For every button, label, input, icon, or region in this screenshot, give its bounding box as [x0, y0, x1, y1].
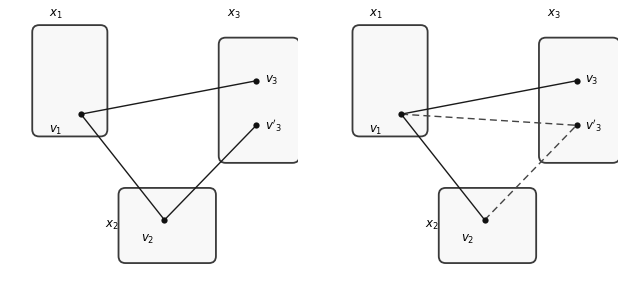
Text: $x_{1}$: $x_{1}$ [369, 7, 383, 20]
Text: $v_2$: $v_2$ [141, 233, 154, 246]
FancyBboxPatch shape [219, 37, 299, 163]
Text: $x_{3}$: $x_{3}$ [227, 7, 241, 20]
Text: $v_1$: $v_1$ [369, 124, 383, 137]
Text: $x_{3}$: $x_{3}$ [547, 7, 561, 20]
Text: $v_3$: $v_3$ [265, 74, 278, 87]
Text: $v_3$: $v_3$ [585, 74, 598, 87]
Text: $x_{1}$: $x_{1}$ [49, 7, 63, 20]
Text: $x_{2}$: $x_{2}$ [425, 219, 439, 232]
Text: $v_2$: $v_2$ [461, 233, 475, 246]
FancyBboxPatch shape [33, 25, 107, 136]
FancyBboxPatch shape [119, 188, 216, 263]
FancyBboxPatch shape [539, 37, 619, 163]
Text: $x_{2}$: $x_{2}$ [105, 219, 119, 232]
Text: $v'_3$: $v'_3$ [585, 117, 602, 133]
Text: $v'_3$: $v'_3$ [265, 117, 281, 133]
FancyBboxPatch shape [439, 188, 536, 263]
FancyBboxPatch shape [352, 25, 427, 136]
Text: $v_1$: $v_1$ [49, 124, 63, 137]
